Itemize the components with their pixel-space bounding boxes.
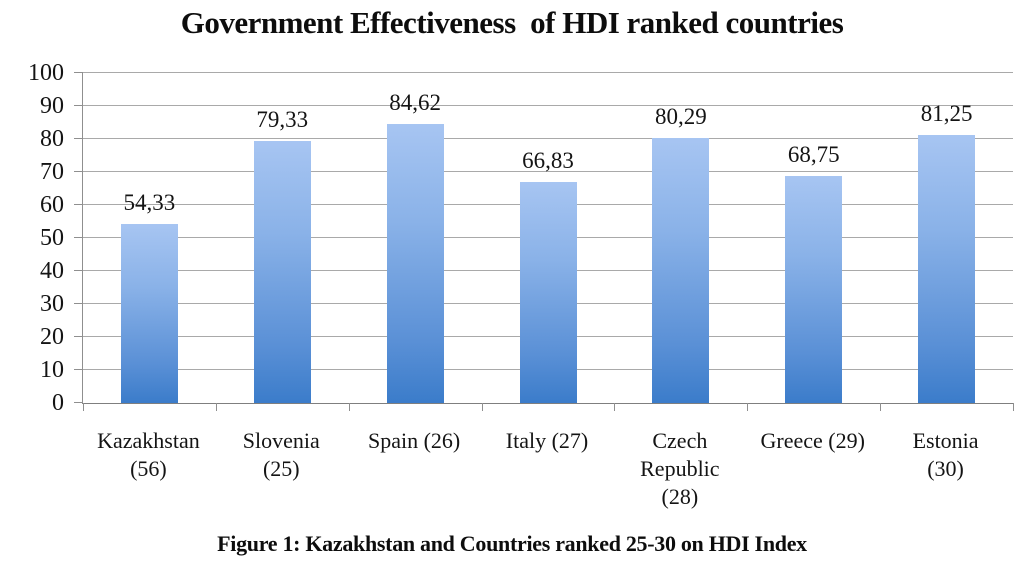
bar [918,134,976,403]
gridline [83,72,1013,73]
y-tick-label: 80 [40,126,64,152]
bar-value-label: 54,33 [123,189,176,215]
x-tick-mark [481,403,483,411]
x-tick-mark [215,403,217,411]
bar [785,176,843,403]
x-tick-mark [614,403,616,411]
category-label: Czech Republic (28) [613,427,746,511]
y-tick-mark [74,270,83,271]
y-axis: 0 10 20 30 40 50 60 70 80 90 100 [0,0,70,584]
y-tick-mark [74,138,83,139]
x-tick-mark [83,403,84,411]
category-label-line: (30) [927,456,964,481]
category-label-line: Estonia [912,428,979,453]
category-label-line: (25) [262,456,300,481]
y-tick-label: 10 [40,357,64,383]
gridline [83,138,1013,139]
y-tick-label: 40 [40,258,64,284]
y-tick-mark [74,336,83,337]
chart-title: Government Effectiveness of HDI ranked c… [180,5,844,40]
category-label-line: Republic [640,456,720,481]
y-tick-mark [74,402,83,403]
bar [652,138,710,403]
category-label-line: (56) [130,456,167,481]
bar [253,141,311,403]
y-tick-mark [74,369,83,370]
y-tick-label: 30 [40,291,64,317]
x-tick-mark [348,403,350,411]
gridline [83,105,1013,106]
category-label-line: Kazakhstan [97,428,200,453]
category-label-line: Slovenia [242,428,320,453]
y-tick-label: 70 [40,159,64,185]
bar-value-label: 66,83 [522,148,574,174]
bar [386,123,444,403]
category-label-line: Greece (29) [760,428,865,453]
x-tick-mark [880,403,882,411]
y-tick-label: 50 [40,225,64,251]
bar-value-label: 68,75 [787,142,840,168]
y-tick-mark [74,72,83,73]
category-label: Greece (29) [746,427,879,455]
bar-value-label: 80,29 [654,104,707,130]
y-tick-label: 0 [52,390,64,416]
category-label-line: (28) [661,484,699,509]
bar-value-label: 84,62 [389,89,441,115]
y-tick-label: 20 [40,324,64,350]
x-tick-mark [747,403,749,411]
y-tick-mark [74,303,83,304]
x-tick-mark [1013,403,1014,411]
gridline [83,171,1013,172]
figure-caption: Figure 1: Kazakhstan and Countries ranke… [217,531,807,556]
category-label-line: Czech [652,428,708,453]
y-tick-mark [74,204,83,205]
category-label: Slovenia (25) [215,427,348,483]
plot-area: 54,33 79,33 84,62 66,83 80,29 68,75 81,25 [74,72,1014,411]
category-label-line: Italy (27) [505,428,589,453]
bar [120,223,178,403]
y-tick-label: 90 [40,93,64,119]
bar-value-label: 79,33 [256,107,309,133]
bar-value-label: 81,25 [920,100,973,126]
category-label: Spain (26) [348,427,481,455]
category-label: Kazakhstan (56) [82,427,215,483]
category-label: Estonia (30) [879,427,1012,483]
y-tick-mark [74,105,83,106]
y-tick-label: 100 [28,60,64,86]
bar [519,182,577,403]
category-label: Italy (27) [481,427,614,455]
category-label-line: Spain (26) [367,428,461,453]
y-tick-mark [74,237,83,238]
y-tick-mark [74,171,83,172]
y-tick-label: 60 [40,192,64,218]
